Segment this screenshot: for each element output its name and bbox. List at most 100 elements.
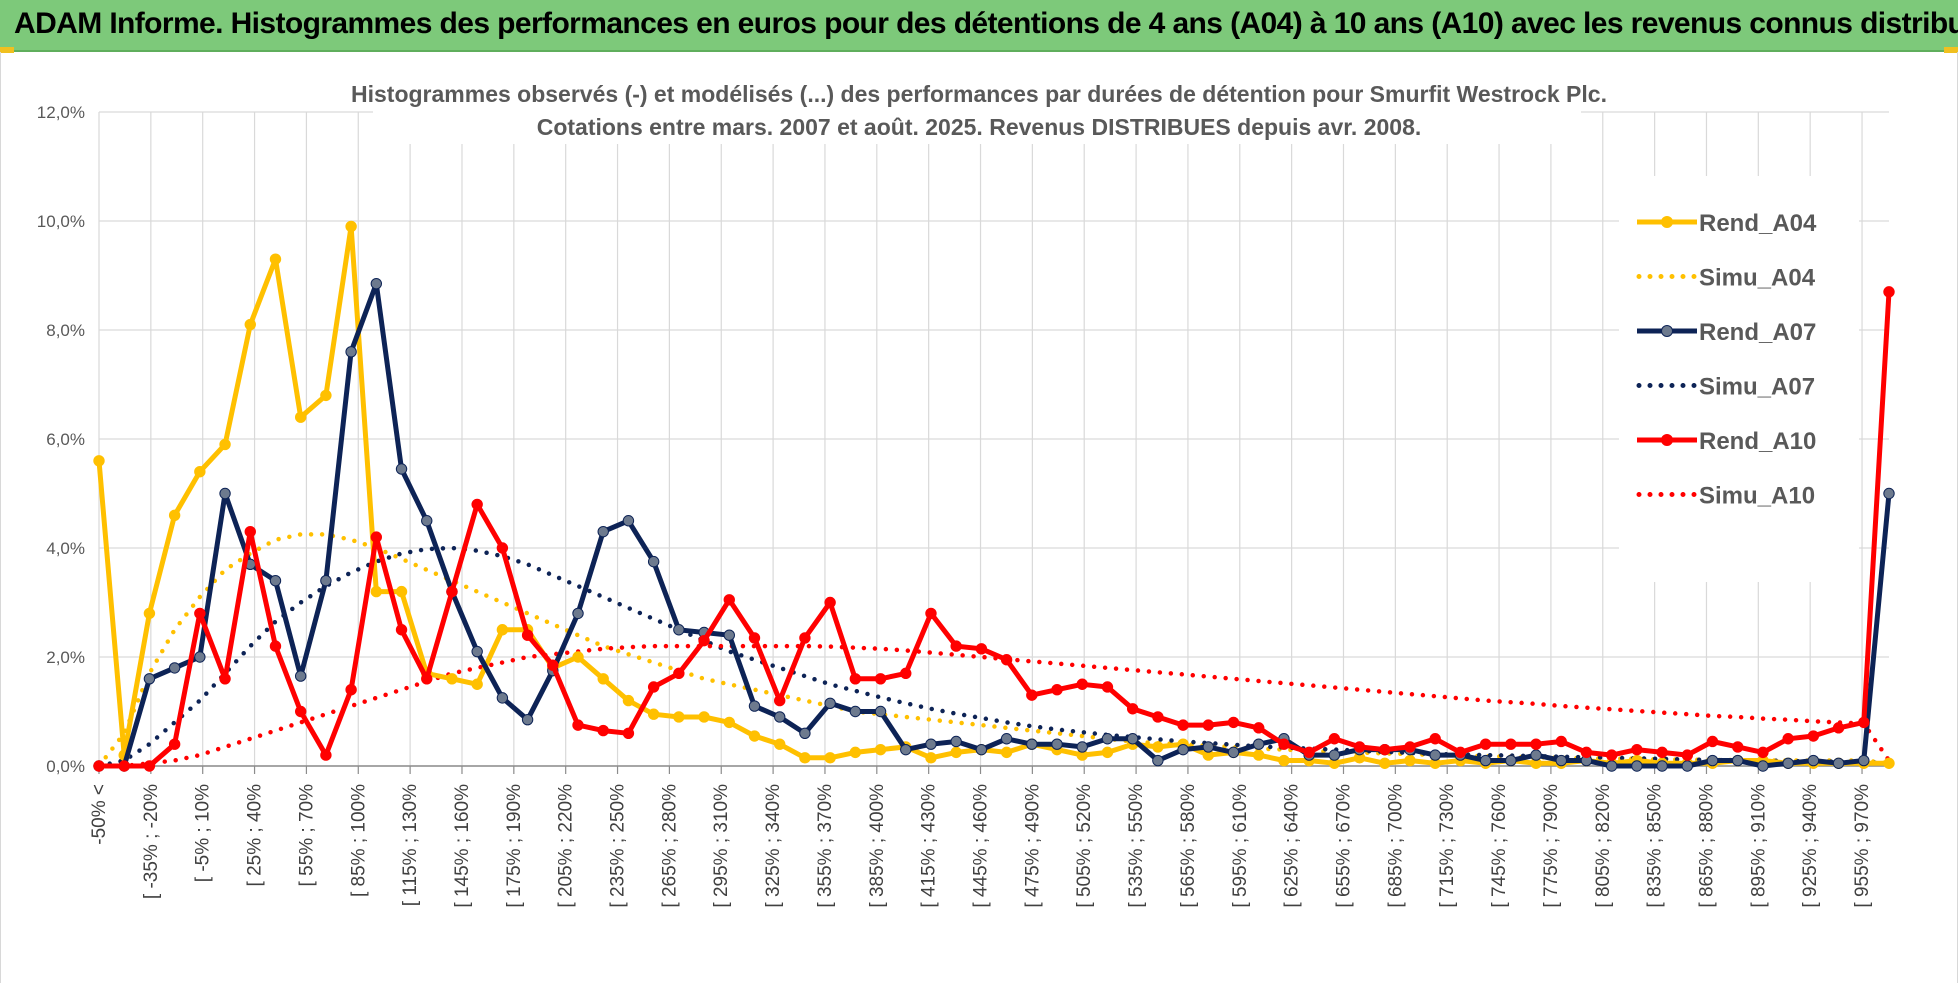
data-point-Rend_A07	[1177, 743, 1189, 756]
data-point-Rend_A10	[194, 607, 206, 620]
x-tick-label: [ 685% ; 700%	[1385, 784, 1406, 908]
data-point-Rend_A07	[1076, 741, 1088, 753]
data-point-Rend_A10	[1076, 678, 1088, 690]
data-point-Rend_A07	[1051, 738, 1063, 750]
data-point-Rend_A07	[1202, 741, 1214, 753]
legend-item-Simu_A10: Simu_A10	[1636, 483, 1815, 510]
data-point-Rend_A07	[723, 629, 735, 641]
data-point-Rend_A07	[1152, 754, 1164, 767]
data-point-Rend_A07	[471, 645, 483, 658]
corner-mark-right	[1944, 47, 1958, 53]
data-point-Rend_A07	[572, 607, 584, 620]
data-point-Rend_A07	[1681, 760, 1694, 772]
data-point-Rend_A07	[824, 697, 836, 710]
data-point-Rend_A07	[1782, 757, 1794, 769]
x-tick-label: [ 175% ; 190%	[504, 784, 525, 908]
data-point-Rend_A04	[1883, 757, 1895, 769]
data-point-Rend_A07	[673, 624, 685, 636]
data-point-Rend_A10	[1858, 716, 1870, 729]
x-tick-label: [ 745% ; 760%	[1489, 784, 1510, 908]
corner-mark-left	[0, 47, 14, 53]
data-point-Rend_A04	[294, 411, 307, 423]
x-tick-label: [ 235% ; 250%	[608, 784, 629, 908]
data-point-Rend_A07	[1656, 760, 1668, 772]
data-point-Rend_A04	[1000, 746, 1013, 759]
data-point-Rend_A10	[1328, 733, 1341, 745]
x-tick-label: [ 955% ; 970%	[1852, 784, 1873, 908]
data-point-Rend_A10	[1353, 741, 1366, 753]
data-point-Rend_A04	[1278, 754, 1290, 767]
series-line-Simu_A04	[96, 532, 1892, 769]
data-point-Rend_A10	[1732, 741, 1744, 753]
legend-label: Simu_A10	[1699, 483, 1815, 510]
data-point-Rend_A10	[1404, 741, 1416, 753]
legend-item-Simu_A04: Simu_A04	[1636, 265, 1816, 292]
x-tick-label: [ 625% ; 640%	[1282, 784, 1303, 908]
x-tick-label: [ 355% ; 370%	[815, 784, 836, 908]
data-point-Rend_A10	[1807, 730, 1820, 742]
data-point-Rend_A07	[597, 525, 609, 538]
x-tick-label: [ -35% ; -20%	[141, 784, 162, 899]
data-point-Rend_A10	[1000, 654, 1013, 666]
data-point-Rend_A04	[925, 752, 937, 764]
data-point-Rend_A07	[168, 662, 181, 674]
data-point-Rend_A04	[950, 746, 962, 759]
data-point-Rend_A10	[1101, 681, 1114, 693]
legend-marker	[1661, 216, 1673, 228]
data-point-Rend_A10	[647, 681, 660, 693]
chart-title-line-1: Histogrammes observés (-) et modélisés (…	[351, 81, 1607, 107]
data-point-Rend_A07	[294, 670, 307, 682]
data-point-Rend_A04	[168, 509, 181, 521]
legend-label: Rend_A04	[1699, 210, 1817, 237]
y-tick-label: 0,0%	[46, 757, 85, 776]
x-tick-label: [ 445% ; 460%	[971, 784, 992, 908]
data-point-Rend_A04	[345, 220, 357, 233]
data-point-Rend_A10	[1379, 743, 1391, 756]
data-point-Rend_A04	[874, 743, 887, 756]
data-point-Rend_A04	[471, 678, 483, 690]
data-point-Rend_A07	[421, 515, 433, 527]
legend-marker	[1661, 325, 1673, 337]
data-point-Rend_A10	[1580, 746, 1593, 759]
legend-marker	[1661, 434, 1673, 446]
data-point-Rend_A07	[925, 738, 937, 750]
data-point-Rend_A10	[900, 667, 912, 680]
data-point-Rend_A07	[1807, 754, 1820, 767]
data-point-Rend_A07	[1530, 749, 1542, 761]
x-tick-label: [ 565% ; 580%	[1178, 784, 1199, 908]
data-point-Rend_A07	[1227, 746, 1240, 759]
data-point-Rend_A04	[320, 389, 332, 402]
chart-title-background	[373, 74, 1581, 144]
data-point-Rend_A07	[1555, 754, 1567, 767]
data-point-Rend_A10	[1126, 703, 1139, 715]
data-point-Rend_A07	[900, 743, 912, 756]
banner-title: ADAM Informe. Histogrammes des performan…	[14, 7, 1958, 40]
x-tick-label: [ 655% ; 670%	[1333, 784, 1354, 908]
y-tick-label: 6,0%	[46, 430, 85, 449]
data-point-Rend_A10	[673, 667, 685, 680]
x-tick-label: [ 775% ; 790%	[1541, 784, 1562, 908]
data-point-Rend_A04	[244, 318, 256, 331]
data-point-Rend_A10	[874, 673, 887, 685]
data-point-Rend_A04	[1152, 741, 1164, 753]
x-tick-label: [ 265% ; 280%	[659, 784, 680, 908]
y-tick-label: 12,0%	[37, 103, 85, 122]
legend-label: Rend_A07	[1699, 319, 1816, 346]
data-point-Rend_A04	[446, 673, 458, 685]
data-point-Rend_A10	[1757, 746, 1769, 759]
legend-background	[1619, 176, 1859, 582]
data-point-Rend_A10	[320, 749, 332, 761]
banner: ADAM Informe. Histogrammes des performan…	[0, 0, 1958, 52]
data-point-Rend_A10	[1782, 733, 1794, 745]
x-tick-label: [ -5% ; 10%	[193, 784, 214, 882]
data-point-Rend_A10	[168, 738, 181, 750]
data-point-Rend_A07	[1706, 754, 1719, 767]
data-point-Rend_A07	[1732, 754, 1744, 767]
data-point-Rend_A10	[748, 632, 761, 644]
legend-item-Rend_A07: Rend_A07	[1637, 319, 1816, 346]
x-tick-label: [ 475% ; 490%	[1022, 784, 1043, 908]
legend: Rend_A04 Simu_A04 Rend_A07 Simu_A07 Rend_A10…	[1619, 176, 1859, 582]
data-point-Rend_A10	[446, 585, 458, 598]
data-point-Rend_A10	[244, 525, 256, 538]
legend-item-Simu_A07: Simu_A07	[1636, 374, 1815, 401]
